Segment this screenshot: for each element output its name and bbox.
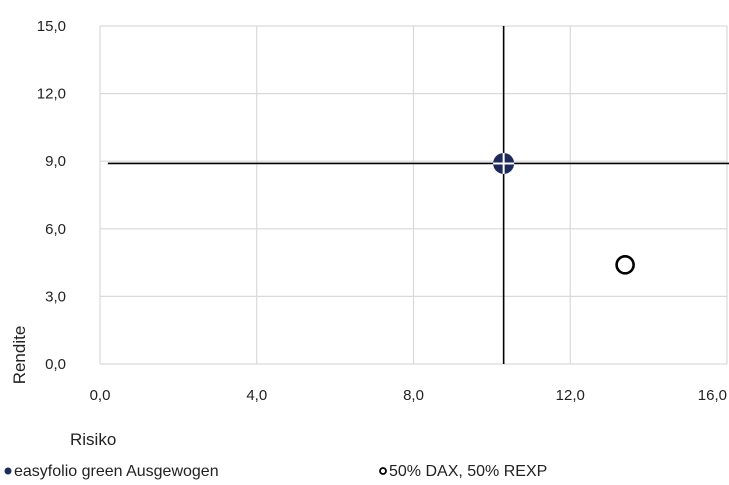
y-tick-label: 0,0 [45, 356, 66, 373]
x-tick-label: 12,0 [556, 387, 585, 404]
y-tick-label: 15,0 [37, 18, 66, 35]
y-axis-tick-labels: 0,0 3,0 6,0 9,0 12,0 15,0 [37, 18, 66, 373]
y-tick-label: 9,0 [45, 153, 66, 170]
y-tick-label: 6,0 [45, 221, 66, 238]
legend-label: easyfolio green Ausgewogen [14, 463, 219, 480]
x-tick-label: 8,0 [403, 387, 424, 404]
y-axis-title: Rendite [10, 326, 29, 385]
legend-marker [4, 467, 12, 475]
x-axis-title: Risiko [70, 430, 116, 449]
y-tick-label: 12,0 [37, 86, 66, 103]
x-axis-tick-labels: 0,0 4,0 8,0 12,0 16,0 [90, 387, 727, 404]
x-tick-label: 0,0 [90, 387, 111, 404]
legend-label: 50% DAX, 50% REXP [389, 463, 547, 480]
y-tick-label: 3,0 [45, 288, 66, 305]
x-tick-label: 4,0 [246, 387, 267, 404]
crosshair-lines [107, 26, 729, 364]
data-point-benchmark [615, 255, 635, 275]
legend: easyfolio green Ausgewogen 50% DAX, 50% R… [4, 463, 547, 480]
gridlines [99, 25, 728, 365]
x-tick-label: 16,0 [698, 387, 727, 404]
data-points [493, 152, 635, 275]
legend-marker [379, 467, 387, 475]
